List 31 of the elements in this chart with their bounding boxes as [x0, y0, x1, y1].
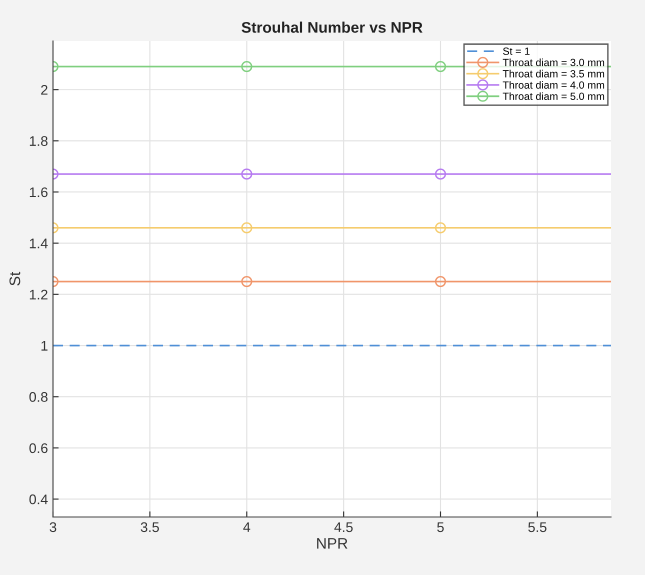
point [241, 168, 252, 180]
point [241, 61, 252, 72]
legend-label: Throat diam = 5.0 mm [502, 92, 604, 100]
y-tick-label: 1.8 [30, 136, 48, 146]
y-tick-label: 0.4 [29, 494, 48, 504]
x-tick-label: 5 [437, 522, 444, 532]
x-tick-label: 4.5 [334, 522, 353, 532]
y-tick-label: 1 [41, 341, 48, 351]
y-tick-label: 0.8 [29, 392, 48, 402]
legend-label: St = 1 [503, 48, 530, 55]
legend-label: Throat diam = 4.0 mm [502, 81, 604, 89]
point [241, 222, 252, 234]
y-tick-label: 1.6 [30, 187, 48, 198]
point [434, 222, 446, 234]
point [434, 61, 446, 72]
legend-label: Throat diam = 3.0 mm [502, 58, 604, 66]
y-tick-label: 0.6 [29, 443, 48, 454]
x-tick-label: 3 [50, 522, 56, 532]
chart-title: Strouhal Number vs NPR [242, 22, 423, 33]
point [434, 168, 446, 180]
y-tick-label: 1.4 [30, 238, 48, 248]
legend-label: Throat diam = 3.5 mm [502, 70, 604, 78]
y-axis-title: St [9, 272, 20, 286]
point [434, 276, 446, 288]
x-tick-label: 3.5 [140, 522, 159, 532]
y-tick-label: 1.2 [30, 290, 48, 300]
y-tick-label: 2 [41, 84, 48, 95]
point [241, 276, 252, 288]
x-tick-label: 4 [243, 522, 250, 532]
x-tick-label: 5.5 [528, 522, 546, 532]
x-axis-title: NPR [317, 538, 348, 549]
